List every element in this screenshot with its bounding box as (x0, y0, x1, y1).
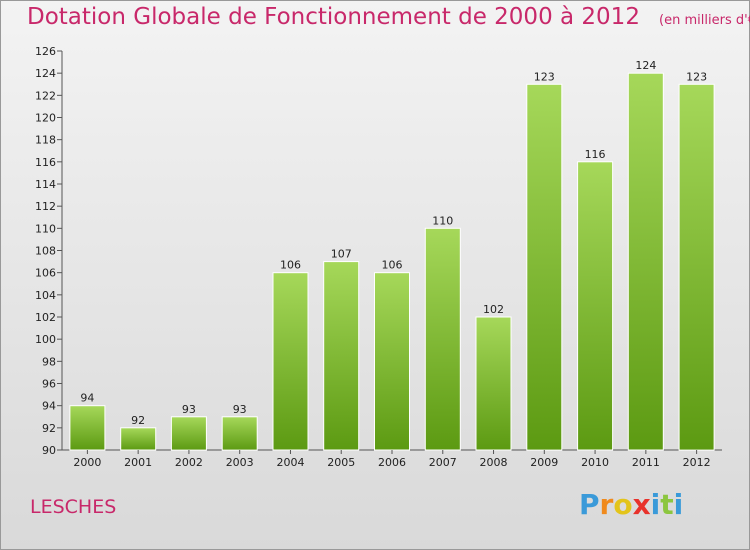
y-tick-label: 108 (35, 245, 56, 258)
logo-letter: r (599, 488, 614, 521)
bar (577, 161, 614, 451)
data-label: 92 (131, 414, 145, 427)
chart-title: Dotation Globale de Fonctionnement de 20… (27, 4, 640, 30)
data-label: 107 (331, 248, 352, 261)
logo-letter: t (660, 488, 674, 521)
data-label: 106 (382, 259, 403, 272)
x-tick-label: 2000 (73, 456, 101, 469)
bar (221, 416, 258, 451)
y-tick-label: 124 (35, 67, 56, 80)
bar (424, 227, 461, 451)
commune-name: LESCHES (30, 496, 117, 518)
logo-letter: i (673, 488, 684, 521)
x-tick-label: 2008 (480, 456, 508, 469)
chart-title-block: Dotation Globale de Fonctionnement de 20… (27, 4, 750, 30)
data-label: 102 (483, 303, 504, 316)
bar (120, 427, 157, 451)
bar (170, 416, 207, 451)
y-tick-label: 90 (42, 444, 56, 457)
x-tick-label: 2001 (124, 456, 152, 469)
y-tick-label: 96 (42, 378, 56, 391)
data-label: 123 (534, 70, 555, 83)
bar (627, 72, 664, 451)
chart-subtitle: (en milliers d'€) (659, 13, 750, 28)
data-label: 124 (635, 59, 656, 72)
x-tick-label: 2010 (581, 456, 609, 469)
bar (374, 272, 410, 451)
y-tick-label: 120 (35, 112, 56, 125)
bar (678, 83, 715, 451)
data-label: 93 (182, 403, 196, 416)
y-tick-label: 100 (35, 333, 56, 346)
y-tick-label: 94 (42, 400, 56, 413)
x-tick-label: 2012 (683, 456, 711, 469)
data-label: 106 (280, 259, 301, 272)
x-tick-label: 2009 (530, 456, 558, 469)
bar (526, 83, 563, 451)
y-tick-label: 98 (42, 355, 56, 368)
data-label: 110 (432, 214, 453, 227)
data-label: 93 (233, 403, 247, 416)
x-tick-label: 2005 (327, 456, 355, 469)
bar (69, 405, 106, 451)
y-tick-label: 126 (35, 45, 56, 58)
y-tick-label: 122 (35, 89, 56, 102)
data-label: 94 (80, 392, 94, 405)
logo-letter: i (650, 488, 661, 521)
x-tick-label: 2004 (276, 456, 304, 469)
bar (323, 261, 360, 451)
data-label: 123 (686, 70, 707, 83)
y-tick-label: 114 (35, 178, 56, 191)
bar (272, 272, 309, 451)
y-tick-label: 102 (35, 311, 56, 324)
x-tick-label: 2011 (632, 456, 660, 469)
logo-letter: P (579, 488, 600, 521)
x-tick-label: 2006 (378, 456, 406, 469)
x-tick-label: 2002 (175, 456, 203, 469)
x-tick-label: 2003 (226, 456, 254, 469)
y-tick-label: 92 (42, 422, 56, 435)
bar (475, 316, 512, 451)
logo-letter: o (613, 488, 633, 521)
logo-letter: x (632, 488, 651, 521)
y-tick-label: 112 (35, 200, 56, 213)
y-tick-label: 104 (35, 289, 56, 302)
y-tick-label: 110 (35, 222, 56, 235)
y-tick-label: 118 (35, 134, 56, 147)
y-tick-label: 106 (35, 267, 56, 280)
y-tick-label: 116 (35, 156, 56, 169)
x-tick-label: 2007 (429, 456, 457, 469)
proxiti-logo[interactable]: Proxiti (579, 488, 683, 521)
data-label: 116 (585, 148, 606, 161)
